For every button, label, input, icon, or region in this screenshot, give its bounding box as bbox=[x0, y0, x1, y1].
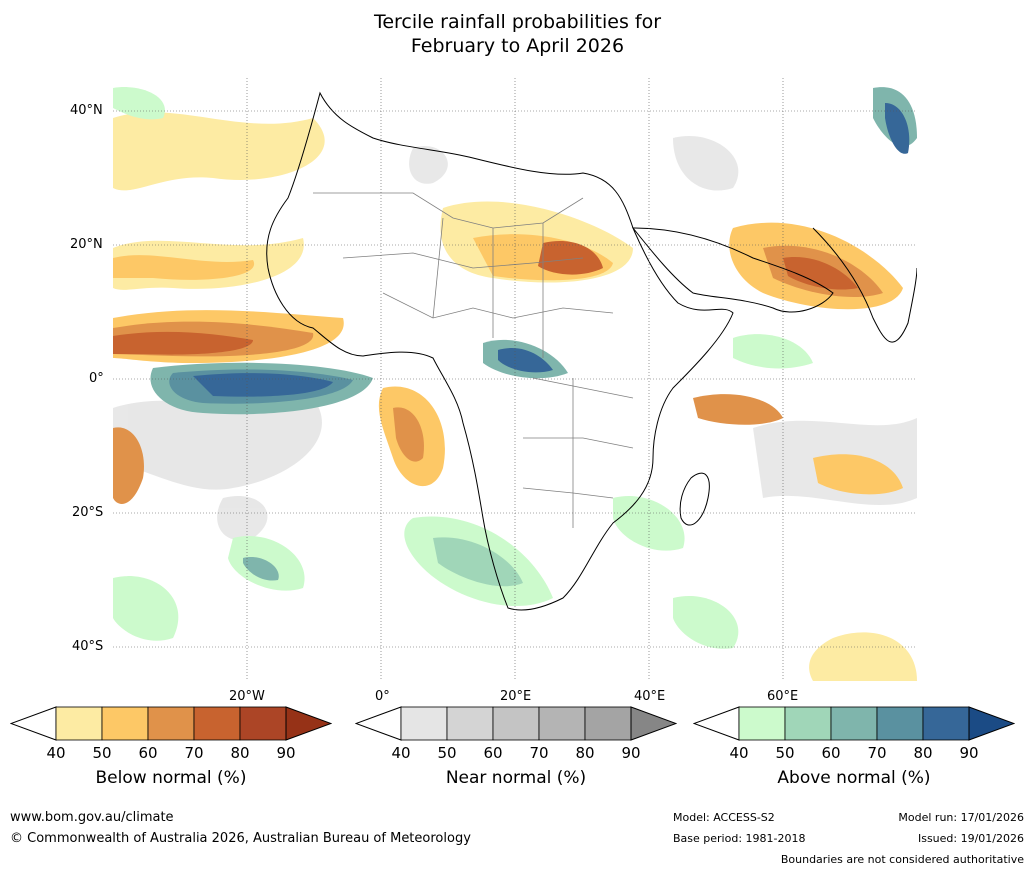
colorbar-near-tick: 80 bbox=[575, 744, 595, 762]
lat-label-20s: 20°S bbox=[72, 505, 104, 520]
colorbar-below-segment-40 bbox=[55, 706, 103, 741]
colorbar-below-low-arrow bbox=[10, 706, 57, 741]
colorbar-below-tick: 40 bbox=[46, 744, 66, 762]
colorbar-below bbox=[10, 706, 332, 741]
colorbar-above-segment-70 bbox=[876, 706, 924, 741]
colorbar-near-high-arrow bbox=[630, 706, 677, 741]
below-normal-patches bbox=[113, 112, 917, 681]
lat-label-40s: 40°S bbox=[72, 639, 104, 654]
footer-model-run: Model run: 17/01/2026 bbox=[898, 811, 1024, 824]
colorbar-near-segment-40 bbox=[400, 706, 448, 741]
colorbar-above-tick: 60 bbox=[821, 744, 841, 762]
colorbar-below-segment-50 bbox=[101, 706, 149, 741]
above-normal-patches bbox=[113, 87, 917, 649]
colorbar-above-tick: 90 bbox=[959, 744, 979, 762]
lon-label-40e: 40°E bbox=[634, 689, 666, 704]
colorbar-above-high-arrow bbox=[968, 706, 1015, 741]
lon-label-20w: 20°W bbox=[229, 689, 265, 704]
colorbar-near bbox=[355, 706, 677, 741]
colorbar-above bbox=[693, 706, 1015, 741]
colorbar-near-tick: 70 bbox=[529, 744, 549, 762]
footer-issued: Issued: 19/01/2026 bbox=[917, 832, 1024, 845]
colorbar-near-segment-50 bbox=[446, 706, 494, 741]
rainfall-map bbox=[113, 78, 917, 681]
colorbar-below-tick: 60 bbox=[138, 744, 158, 762]
lat-label-20n: 20°N bbox=[70, 237, 103, 252]
footer-url[interactable]: www.bom.gov.au/climate bbox=[10, 810, 174, 825]
colorbar-above-segment-40 bbox=[738, 706, 786, 741]
colorbar-below-label: Below normal (%) bbox=[95, 768, 247, 788]
colorbar-below-tick: 50 bbox=[92, 744, 112, 762]
colorbar-above-tick: 40 bbox=[729, 744, 749, 762]
lat-label-0: 0° bbox=[89, 371, 104, 386]
lon-label-60e: 60°E bbox=[767, 689, 799, 704]
colorbar-above-tick: 70 bbox=[867, 744, 887, 762]
colorbar-near-tick: 60 bbox=[483, 744, 503, 762]
lon-label-20e: 20°E bbox=[500, 689, 532, 704]
gridlines bbox=[113, 78, 917, 681]
lon-label-0: 0° bbox=[375, 689, 390, 704]
footer-base-period: Base period: 1981-2018 bbox=[673, 832, 806, 845]
colorbar-below-tick: 80 bbox=[230, 744, 250, 762]
footer-copyright: © Commonwealth of Australia 2026, Austra… bbox=[10, 831, 471, 846]
footer-disclaimer: Boundaries are not considered authoritat… bbox=[780, 853, 1024, 866]
colorbar-near-tick: 50 bbox=[437, 744, 457, 762]
colorbar-above-low-arrow bbox=[693, 706, 740, 741]
colorbar-near-label: Near normal (%) bbox=[445, 768, 587, 788]
chart-title: Tercile rainfall probabilities for Febru… bbox=[0, 10, 1035, 58]
colorbar-near-segment-60 bbox=[492, 706, 540, 741]
colorbar-near-tick: 90 bbox=[621, 744, 641, 762]
country-boundaries bbox=[313, 192, 634, 528]
colorbar-near-segment-80 bbox=[584, 706, 632, 741]
colorbar-below-segment-70 bbox=[193, 706, 241, 741]
colorbar-below-high-arrow bbox=[285, 706, 332, 741]
colorbar-near-segment-70 bbox=[538, 706, 586, 741]
colorbar-near-low-arrow bbox=[355, 706, 402, 741]
footer-model: Model: ACCESS-S2 bbox=[673, 811, 775, 824]
colorbar-below-tick: 70 bbox=[184, 744, 204, 762]
title-line-1: Tercile rainfall probabilities for bbox=[373, 11, 662, 33]
colorbar-near-tick: 40 bbox=[391, 744, 411, 762]
lat-label-40n: 40°N bbox=[70, 103, 103, 118]
colorbar-above-tick: 50 bbox=[775, 744, 795, 762]
colorbar-above-tick: 80 bbox=[913, 744, 933, 762]
colorbar-above-segment-60 bbox=[830, 706, 878, 741]
colorbar-above-label: Above normal (%) bbox=[777, 768, 931, 788]
colorbar-below-segment-60 bbox=[147, 706, 195, 741]
colorbar-above-segment-50 bbox=[784, 706, 832, 741]
title-line-2: February to April 2026 bbox=[410, 35, 625, 57]
colorbar-below-segment-80 bbox=[239, 706, 287, 741]
colorbar-below-tick: 90 bbox=[276, 744, 296, 762]
colorbar-above-segment-80 bbox=[922, 706, 970, 741]
coastlines bbox=[266, 91, 917, 611]
